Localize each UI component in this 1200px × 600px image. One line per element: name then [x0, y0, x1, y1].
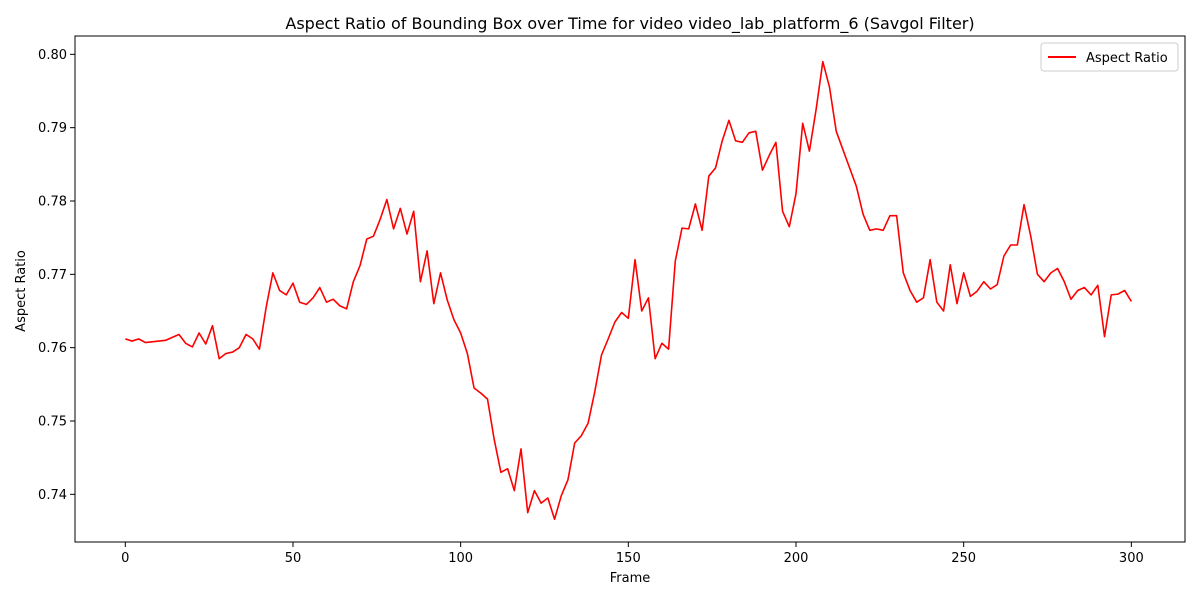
x-tick-label: 50 — [285, 551, 302, 566]
y-tick-label: 0.74 — [38, 488, 67, 503]
y-tick-label: 0.77 — [38, 268, 67, 283]
y-tick-label: 0.76 — [38, 341, 67, 356]
legend-label: Aspect Ratio — [1086, 51, 1168, 66]
legend: Aspect Ratio — [1040, 42, 1179, 72]
y-tick-label: 0.75 — [38, 415, 67, 430]
x-axis-label: Frame — [610, 571, 651, 586]
chart-title: Aspect Ratio of Bounding Box over Time f… — [285, 14, 974, 34]
plot-area — [125, 60, 1133, 521]
x-tick-label: 100 — [448, 551, 473, 566]
x-tick-label: 0 — [121, 551, 129, 566]
y-tick-label: 0.79 — [38, 121, 67, 136]
y-tick-label: 0.78 — [38, 195, 67, 210]
x-tick-label: 300 — [1119, 551, 1144, 566]
y-axis: 0.74 0.75 0.76 0.77 0.78 0.79 0.80 — [38, 48, 75, 503]
x-tick-label: 250 — [951, 551, 976, 566]
series-line-0 — [125, 60, 1133, 521]
plot-frame — [74, 35, 1186, 543]
y-tick-label: 0.80 — [38, 48, 67, 63]
x-tick-label: 150 — [616, 551, 641, 566]
x-tick-label: 200 — [784, 551, 809, 566]
x-axis: 0 50 100 150 200 250 300 — [121, 542, 1144, 566]
y-axis-label: Aspect Ratio — [14, 250, 29, 332]
legend-box — [1040, 42, 1179, 72]
